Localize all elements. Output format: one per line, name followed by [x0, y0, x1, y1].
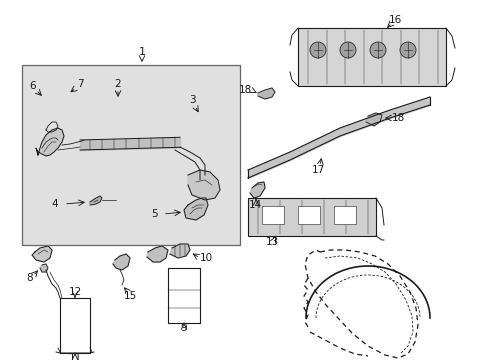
Text: 12: 12 [68, 287, 81, 297]
Bar [168, 268, 200, 323]
Text: 14: 14 [248, 200, 261, 210]
Bar [297, 206, 319, 224]
Text: 11: 11 [68, 353, 81, 360]
Polygon shape [170, 244, 190, 258]
Text: 2: 2 [115, 79, 121, 89]
Polygon shape [36, 128, 64, 156]
Text: 8: 8 [27, 273, 33, 283]
Polygon shape [90, 196, 102, 205]
Text: 10: 10 [200, 253, 213, 263]
Circle shape [369, 42, 385, 58]
Bar [60, 298, 90, 353]
Polygon shape [249, 182, 264, 198]
Polygon shape [40, 264, 48, 272]
Text: 9: 9 [181, 323, 187, 333]
Circle shape [339, 42, 355, 58]
Polygon shape [113, 254, 130, 270]
Polygon shape [187, 170, 220, 200]
Text: 16: 16 [387, 15, 401, 25]
Bar [22, 65, 240, 245]
FancyBboxPatch shape [297, 28, 445, 86]
Polygon shape [365, 113, 381, 126]
Circle shape [399, 42, 415, 58]
Bar [262, 206, 284, 224]
Text: 18: 18 [391, 113, 405, 123]
Text: 5: 5 [151, 209, 158, 219]
Text: 1: 1 [138, 47, 145, 57]
Text: 17: 17 [311, 165, 324, 175]
Text: 15: 15 [123, 291, 136, 301]
Circle shape [309, 42, 325, 58]
Text: 6: 6 [30, 81, 36, 91]
Text: 4: 4 [51, 199, 58, 209]
Polygon shape [183, 198, 207, 220]
Text: 7: 7 [77, 79, 83, 89]
Text: 18: 18 [238, 85, 251, 95]
Text: 3: 3 [188, 95, 195, 105]
Polygon shape [147, 246, 168, 262]
Polygon shape [32, 246, 52, 262]
Text: 13: 13 [265, 237, 278, 247]
Polygon shape [258, 88, 274, 99]
FancyBboxPatch shape [247, 198, 375, 236]
Bar [333, 206, 355, 224]
